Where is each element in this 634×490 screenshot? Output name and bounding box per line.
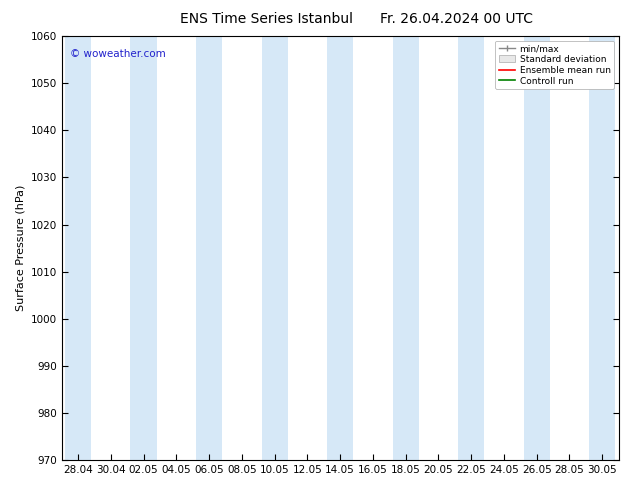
Bar — [65, 36, 91, 460]
Text: Fr. 26.04.2024 00 UTC: Fr. 26.04.2024 00 UTC — [380, 12, 533, 26]
Bar — [196, 36, 222, 460]
Bar — [524, 36, 550, 460]
Y-axis label: Surface Pressure (hPa): Surface Pressure (hPa) — [15, 185, 25, 311]
Bar — [131, 36, 157, 460]
Bar — [458, 36, 484, 460]
Legend: min/max, Standard deviation, Ensemble mean run, Controll run: min/max, Standard deviation, Ensemble me… — [495, 41, 614, 89]
Bar — [392, 36, 419, 460]
Text: ENS Time Series Istanbul: ENS Time Series Istanbul — [180, 12, 353, 26]
Bar — [261, 36, 288, 460]
Bar — [589, 36, 616, 460]
Text: © woweather.com: © woweather.com — [70, 49, 165, 59]
Bar — [327, 36, 353, 460]
